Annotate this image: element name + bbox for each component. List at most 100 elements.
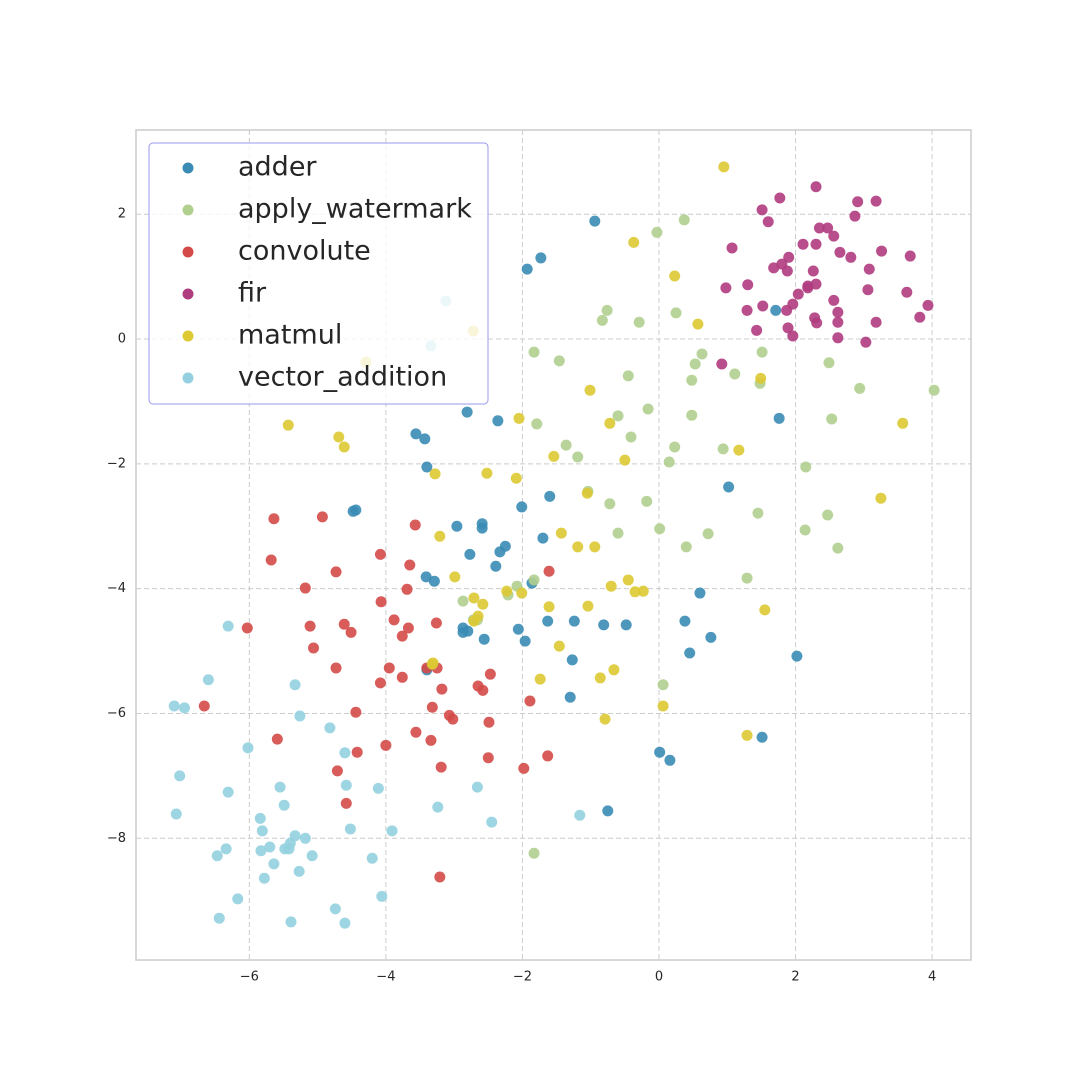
point — [823, 357, 835, 369]
point — [572, 451, 584, 463]
point — [316, 511, 328, 523]
point — [374, 677, 386, 689]
point — [599, 713, 611, 725]
point — [178, 702, 190, 714]
point — [338, 441, 350, 453]
point — [670, 307, 682, 319]
point — [755, 372, 767, 384]
point — [420, 571, 432, 583]
x-tick-label: 0 — [655, 970, 663, 985]
point — [811, 317, 823, 329]
point — [657, 679, 669, 691]
point — [513, 412, 525, 424]
point — [870, 195, 882, 207]
point — [330, 566, 342, 578]
point — [922, 299, 934, 311]
point — [268, 858, 280, 870]
point — [449, 571, 461, 583]
point — [457, 595, 469, 607]
point — [663, 456, 675, 468]
point — [633, 316, 645, 328]
point — [860, 336, 872, 348]
point — [602, 805, 614, 817]
point — [742, 279, 754, 291]
point — [198, 700, 210, 712]
point — [340, 779, 352, 791]
point — [564, 691, 576, 703]
point — [757, 300, 769, 312]
point — [421, 461, 433, 473]
point — [875, 492, 887, 504]
point — [832, 332, 844, 344]
point — [168, 700, 180, 712]
point — [544, 490, 556, 502]
point — [574, 809, 586, 821]
point — [752, 507, 764, 519]
point — [211, 850, 223, 862]
point — [402, 622, 414, 634]
point — [410, 726, 422, 738]
legend-label: adder — [238, 152, 317, 183]
point — [582, 600, 594, 612]
point — [386, 825, 398, 837]
point — [608, 664, 620, 676]
point — [669, 270, 681, 282]
point — [324, 722, 336, 734]
point — [471, 781, 483, 793]
point — [330, 662, 342, 674]
point — [436, 683, 448, 695]
legend-label: convolute — [238, 236, 371, 267]
point — [854, 382, 866, 394]
point — [534, 673, 546, 685]
y-tick-label: 2 — [118, 207, 126, 222]
point — [781, 265, 793, 277]
legend-marker — [182, 330, 194, 342]
point — [568, 615, 580, 627]
point — [553, 355, 565, 367]
point — [581, 487, 593, 499]
point — [619, 454, 631, 466]
point — [849, 210, 861, 222]
point — [845, 251, 857, 263]
point — [254, 812, 266, 824]
point — [366, 852, 378, 864]
point — [813, 222, 825, 234]
point — [637, 585, 649, 597]
point — [832, 316, 844, 328]
point — [434, 871, 446, 883]
point — [528, 574, 540, 586]
point — [800, 461, 812, 473]
legend-marker — [182, 162, 194, 174]
point — [770, 304, 782, 316]
point — [664, 754, 676, 766]
point — [628, 236, 640, 248]
point — [787, 298, 799, 310]
point — [531, 418, 543, 430]
point — [741, 729, 753, 741]
point — [388, 614, 400, 626]
point — [832, 542, 844, 554]
point — [641, 495, 653, 507]
point — [822, 509, 834, 521]
point — [756, 346, 768, 358]
point — [202, 674, 214, 686]
point — [477, 684, 489, 696]
point — [516, 501, 528, 513]
point — [601, 304, 613, 316]
point — [481, 467, 493, 479]
point — [242, 742, 254, 754]
point — [383, 662, 395, 674]
legend-marker — [182, 204, 194, 216]
point — [344, 823, 356, 835]
point — [519, 635, 531, 647]
point — [285, 916, 297, 928]
point — [478, 633, 490, 645]
point — [499, 540, 511, 552]
y-tick-label: −6 — [107, 706, 126, 721]
point — [482, 752, 494, 764]
point — [380, 739, 392, 751]
point — [516, 587, 528, 599]
legend-label: vector_addition — [238, 362, 447, 393]
point — [876, 245, 888, 257]
point — [376, 890, 388, 902]
